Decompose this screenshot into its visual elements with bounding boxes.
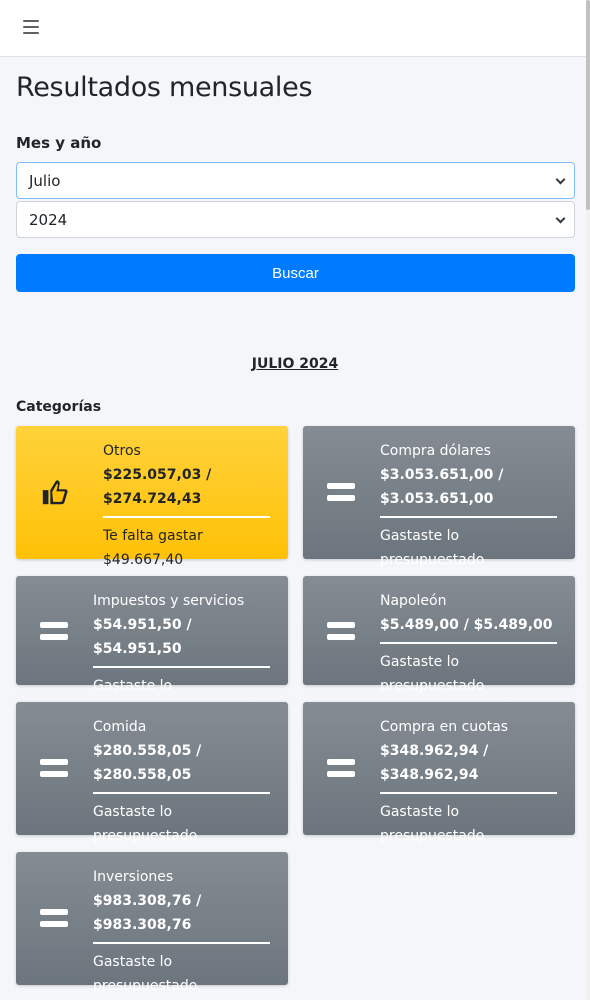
category-name: Inversiones xyxy=(93,869,174,885)
year-select-value: 2024 xyxy=(29,210,68,229)
year-select[interactable]: 2024 xyxy=(16,201,575,238)
page-title: Resultados mensuales xyxy=(16,72,313,103)
period-heading: JULIO 2024 xyxy=(251,356,339,372)
category-card-comida: Comida $280.558,05 / $280.558,05 Gastast… xyxy=(16,702,288,844)
category-amount-budget: $280.558,05 xyxy=(93,767,192,783)
equals-icon xyxy=(40,757,70,787)
divider xyxy=(380,642,557,644)
category-card-otros: Otros $225.057,03 / $274.724,43 Te falta… xyxy=(16,426,288,568)
scrollbar[interactable] xyxy=(586,0,590,1000)
category-amount-budget: $983.308,76 xyxy=(93,917,192,933)
hamburger-menu-icon[interactable] xyxy=(23,20,39,34)
category-status: Gastaste lo presupuestado xyxy=(380,654,485,694)
category-card-inversiones: Inversiones $983.308,76 / $983.308,76 Ga… xyxy=(16,852,288,994)
thumbs-up-icon xyxy=(42,480,68,505)
category-amount: $225.057,03 / xyxy=(103,467,212,483)
month-year-label: Mes y año xyxy=(16,134,102,152)
category-status: Gastaste lo presupuestado xyxy=(380,528,485,568)
categories-heading: Categorías xyxy=(16,399,102,415)
chevron-down-icon xyxy=(555,174,566,185)
category-amount: $348.962,94 / xyxy=(380,743,489,759)
category-status: Gastaste lo presupuestado xyxy=(93,804,198,844)
chevron-down-icon xyxy=(555,213,566,224)
category-name: Otros xyxy=(103,443,141,459)
category-amount-budget: $348.962,94 xyxy=(380,767,479,783)
category-status: Gastaste lo presupuestado xyxy=(380,804,485,844)
category-card-compra-dolares: Compra dólares $3.053.651,00 / $3.053.65… xyxy=(303,426,575,568)
equals-icon xyxy=(327,481,357,511)
search-button[interactable]: Buscar xyxy=(16,254,575,292)
category-card-compra-en-cuotas: Compra en cuotas $348.962,94 / $348.962,… xyxy=(303,702,575,844)
divider xyxy=(93,666,270,668)
equals-icon xyxy=(327,757,357,787)
divider xyxy=(380,516,557,518)
equals-icon xyxy=(40,907,70,937)
equals-icon xyxy=(327,620,357,650)
category-status: Gastaste lo presupuestado xyxy=(93,954,198,994)
category-amount: $280.558,05 / xyxy=(93,743,202,759)
category-amount: $5.489,00 / $5.489,00 xyxy=(380,617,553,633)
divider xyxy=(103,516,270,518)
category-card-napoleon: Napoleón $5.489,00 / $5.489,00 Gastaste … xyxy=(303,576,575,694)
month-select[interactable]: Julio xyxy=(16,162,575,199)
category-card-impuestos: Impuestos y servicios $54.951,50 / $54.9… xyxy=(16,576,288,718)
month-select-value: Julio xyxy=(29,171,61,190)
category-amount: $3.053.651,00 / xyxy=(380,467,504,483)
scrollbar-thumb[interactable] xyxy=(586,0,590,210)
category-amount: $54.951,50 / $54.951,50 xyxy=(93,617,192,657)
category-name: Compra dólares xyxy=(380,443,491,459)
category-status: Te falta gastar $49.667,40 xyxy=(103,528,203,568)
category-name: Compra en cuotas xyxy=(380,719,509,735)
top-navbar xyxy=(0,0,586,57)
category-amount-budget: $3.053.651,00 xyxy=(380,491,494,507)
equals-icon xyxy=(40,620,70,650)
category-name: Impuestos y servicios xyxy=(93,593,245,609)
category-amount: $983.308,76 / xyxy=(93,893,202,909)
divider xyxy=(380,792,557,794)
category-name: Napoleón xyxy=(380,593,447,609)
divider xyxy=(93,792,270,794)
category-amount-budget: $274.724,43 xyxy=(103,491,202,507)
category-name: Comida xyxy=(93,719,147,735)
divider xyxy=(93,942,270,944)
